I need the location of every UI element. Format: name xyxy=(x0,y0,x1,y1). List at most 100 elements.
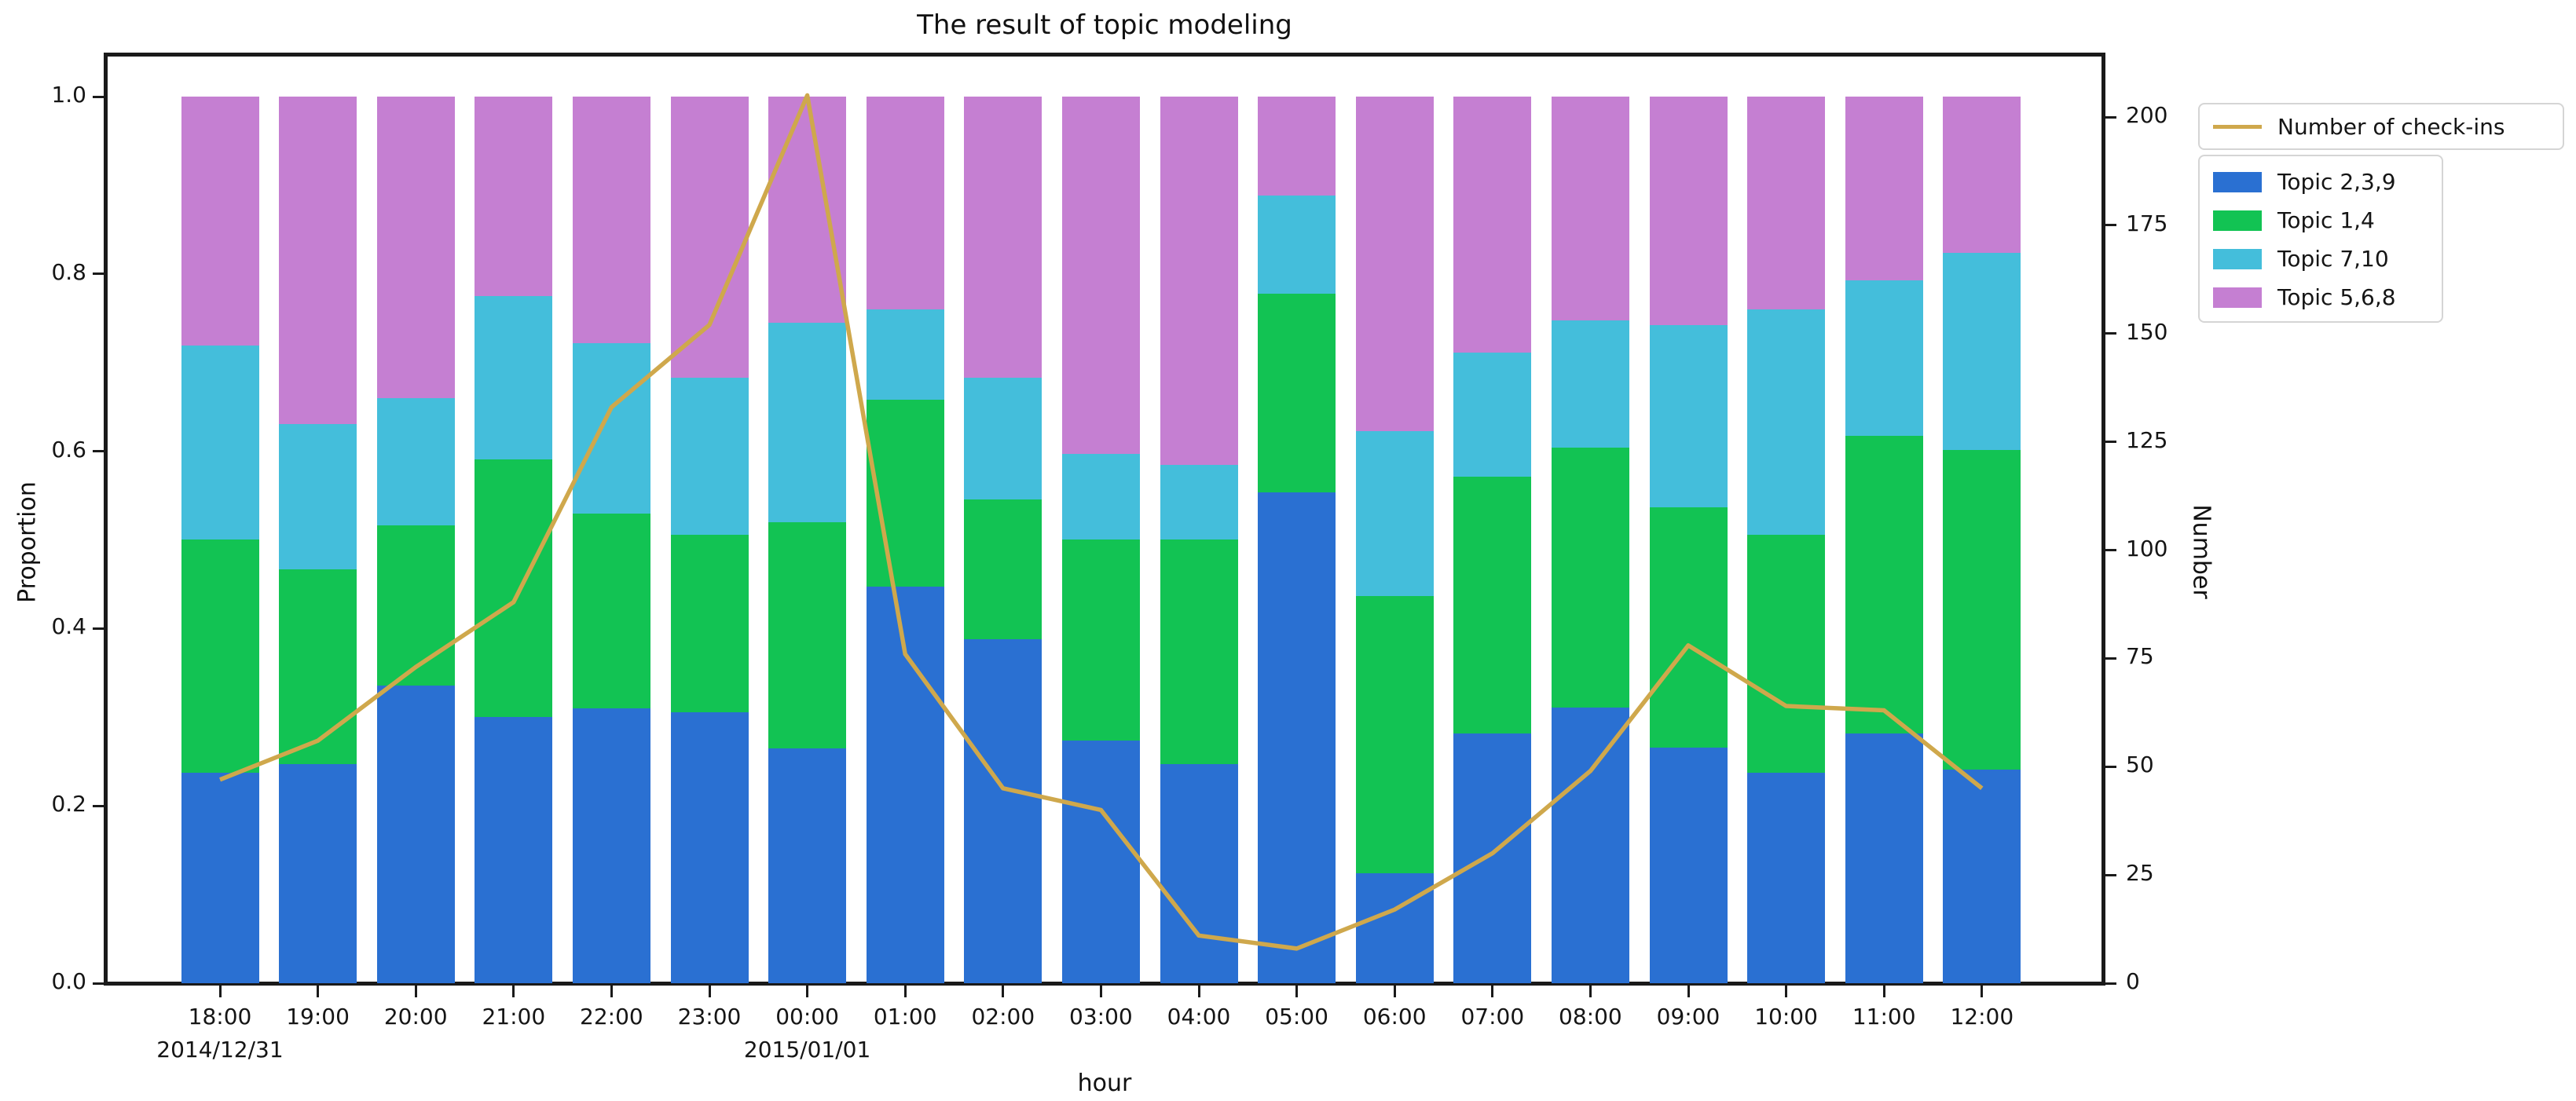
legend-item-topic-5-6-8: Topic 5,6,8 xyxy=(2200,278,2442,316)
bar-segment xyxy=(670,711,749,983)
x-tick xyxy=(1295,986,1299,997)
bar-segment xyxy=(279,569,357,765)
bar-segment xyxy=(1453,97,1532,353)
bar-segment xyxy=(1943,450,2021,770)
x-tick xyxy=(610,986,613,997)
bar-segment xyxy=(1649,97,1728,326)
bar-segment xyxy=(866,309,944,401)
x-tick xyxy=(512,986,515,997)
y-axis-title-right: Number xyxy=(2187,504,2215,599)
bar-segment xyxy=(181,540,259,774)
stacked-bar-20:00 xyxy=(376,97,455,983)
bar-segment xyxy=(768,97,847,323)
x-tick-label: 06:00 xyxy=(1362,1004,1427,1030)
y-left-tick xyxy=(93,627,104,630)
y-left-tick-label: 0.4 xyxy=(51,613,86,640)
bar-segment xyxy=(376,397,455,526)
x-tick-label: 18:00 xyxy=(188,1004,252,1030)
bar-segment xyxy=(1258,492,1336,983)
stacked-bar-05:00 xyxy=(1258,97,1336,983)
bar-segment xyxy=(1355,97,1434,431)
stacked-bar-19:00 xyxy=(279,97,357,983)
x-tick-label: 07:00 xyxy=(1460,1004,1525,1030)
legend-line-box: Number of check-ins xyxy=(2198,103,2564,150)
x-tick xyxy=(317,986,320,997)
x-tick xyxy=(903,986,907,997)
bar-segment xyxy=(1747,773,1826,983)
x-tick-label: 02:00 xyxy=(971,1004,1035,1030)
chart-title: The result of topic modeling xyxy=(917,9,1292,41)
bar-segment xyxy=(181,346,259,540)
bar-segment xyxy=(670,97,749,378)
bar-segment xyxy=(279,764,357,983)
legend-item-label: Number of check-ins xyxy=(2277,114,2505,140)
bar-segment xyxy=(1061,97,1140,454)
bar-segment xyxy=(475,459,553,718)
y-right-tick xyxy=(2105,549,2116,551)
legend-item-label: Topic 2,3,9 xyxy=(2277,169,2396,195)
x-tick-label: 09:00 xyxy=(1656,1004,1720,1030)
bar-segment xyxy=(866,97,944,309)
bar-segment xyxy=(964,638,1042,983)
bar-segment xyxy=(1061,540,1140,741)
checkins-line-swatch xyxy=(2213,125,2262,129)
x-tick xyxy=(1393,986,1396,997)
bar-segment xyxy=(181,97,259,346)
y-right-tick-label: 75 xyxy=(2126,643,2154,670)
bar-segment xyxy=(1845,280,1923,437)
bar-segment xyxy=(1258,97,1336,196)
x-tick-label: 04:00 xyxy=(1167,1004,1231,1030)
legend-item-label: Topic 5,6,8 xyxy=(2277,284,2396,310)
bar-segment xyxy=(1649,325,1728,507)
x-tick xyxy=(708,986,711,997)
y-right-tick xyxy=(2105,657,2116,660)
bar-segment xyxy=(1845,436,1923,733)
bar-segment xyxy=(1551,448,1629,708)
y-right-tick-label: 175 xyxy=(2126,210,2168,236)
bar-segment xyxy=(1747,534,1826,774)
stacked-bar-07:00 xyxy=(1453,97,1532,983)
bar-segment xyxy=(475,717,553,983)
x-tick xyxy=(1099,986,1102,997)
y-axis-title-left: Proportion xyxy=(13,481,42,603)
stacked-bar-10:00 xyxy=(1747,97,1826,983)
stacked-bar-03:00 xyxy=(1061,97,1140,983)
y-right-tick xyxy=(2105,115,2116,119)
x-tick-label: 10:00 xyxy=(1754,1004,1818,1030)
stacked-bar-09:00 xyxy=(1649,97,1728,983)
bar-segment xyxy=(572,97,650,343)
bar-segment xyxy=(768,322,847,522)
y-left-tick xyxy=(93,450,104,453)
x-date-label: 2015/01/01 xyxy=(743,1037,871,1063)
x-tick xyxy=(1785,986,1788,997)
y-left-tick-label: 0.0 xyxy=(51,968,86,994)
bar-segment xyxy=(1160,540,1238,765)
bar-segment xyxy=(670,377,749,535)
x-tick xyxy=(218,986,222,997)
legend-color-swatch xyxy=(2213,287,2262,308)
x-tick xyxy=(1588,986,1592,997)
stacked-bar-12:00 xyxy=(1943,97,2021,983)
bar-segment xyxy=(376,685,455,983)
stacked-bar-21:00 xyxy=(475,97,553,983)
x-tick-label: 05:00 xyxy=(1265,1004,1328,1030)
bar-segment xyxy=(1355,430,1434,596)
bar-segment xyxy=(964,499,1042,639)
bar-segment xyxy=(1355,872,1434,983)
stacked-bar-08:00 xyxy=(1551,97,1629,983)
bar-segment xyxy=(670,534,749,712)
y-left-tick xyxy=(93,273,104,276)
y-right-tick xyxy=(2105,224,2116,227)
bar-segment xyxy=(1160,764,1238,983)
y-right-tick xyxy=(2105,441,2116,444)
y-right-tick-label: 125 xyxy=(2126,426,2168,453)
bar-segment xyxy=(181,773,259,983)
x-date-label: 2014/12/31 xyxy=(156,1037,284,1063)
x-tick-label: 12:00 xyxy=(1950,1004,2014,1030)
bar-segment xyxy=(768,521,847,748)
bar-segment xyxy=(768,748,847,983)
bar-segment xyxy=(1453,733,1532,983)
y-right-tick xyxy=(2105,765,2116,768)
legend-bars-box: Topic 2,3,9 Topic 1,4 Topic 7,10 Topic 5,6,… xyxy=(2198,155,2443,323)
